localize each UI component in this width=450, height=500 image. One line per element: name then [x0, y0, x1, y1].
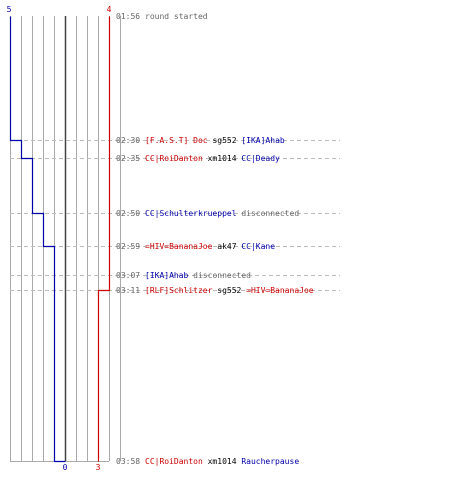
event-weapon: ak47 — [212, 242, 236, 251]
event-time: 02:30 — [116, 136, 140, 145]
event-time: 02:50 — [116, 209, 140, 218]
event-player-red: =HIV=BananaJoe — [241, 286, 313, 295]
event-time: 03:11 — [116, 286, 140, 295]
event-text: [IKA]Ahab disconnected — [145, 271, 251, 280]
event-time: 03:07 — [116, 271, 140, 280]
event-text: CC|RoiDanton xm1014 Raucherpause — [145, 457, 299, 466]
event-player-blue: CC|Kane — [237, 242, 276, 251]
event-action: disconnected — [188, 271, 251, 280]
blue-end-count: 0 — [63, 463, 68, 472]
event-player-red: CC|RoiDanton — [145, 457, 203, 466]
event-weapon: xm1014 — [203, 154, 237, 163]
red-end-count: 3 — [96, 463, 101, 472]
event-time: 03:58 — [116, 457, 140, 466]
event-player-blue: Raucherpause — [237, 457, 300, 466]
event-player-red: CC|RoiDanton — [145, 154, 203, 163]
event-player-blue: [IKA]Ahab — [237, 136, 285, 145]
red-team-line — [97, 16, 111, 462]
event-player-blue: CC|Schulterkrueppel — [145, 209, 237, 218]
event-time: 02:59 — [116, 242, 140, 251]
event-text: [F.A.S.T] Doc sg552 [IKA]Ahab — [145, 136, 285, 145]
event-weapon: sg552 — [208, 136, 237, 145]
event-weapon: xm1014 — [203, 457, 237, 466]
blue-start-count: 5 — [7, 5, 12, 14]
event-player-red: =HIV=BananaJoe — [145, 242, 213, 251]
event-action: disconnected — [237, 209, 300, 218]
event-player-red: [RLF]Schlitzer — [145, 286, 213, 295]
event-text: CC|Schulterkrueppel disconnected — [145, 209, 299, 218]
event-time: 01:56 — [116, 12, 140, 21]
event-action: round started — [145, 12, 208, 21]
event-weapon: sg552 — [212, 286, 241, 295]
event-player-blue: CC|Deady — [237, 154, 281, 163]
event-player-red: [F.A.S.T] Doc — [145, 136, 208, 145]
event-time: 02:35 — [116, 154, 140, 163]
event-text: =HIV=BananaJoe ak47 CC|Kane — [145, 242, 275, 251]
blue-team-line — [9, 16, 66, 463]
red-start-count: 4 — [107, 5, 112, 14]
event-player-blue: [IKA]Ahab — [145, 271, 189, 280]
event-text: CC|RoiDanton xm1014 CC|Deady — [145, 154, 280, 163]
event-text: [RLF]Schlitzer sg552 =HIV=BananaJoe — [145, 286, 314, 295]
event-text: round started — [145, 12, 208, 21]
